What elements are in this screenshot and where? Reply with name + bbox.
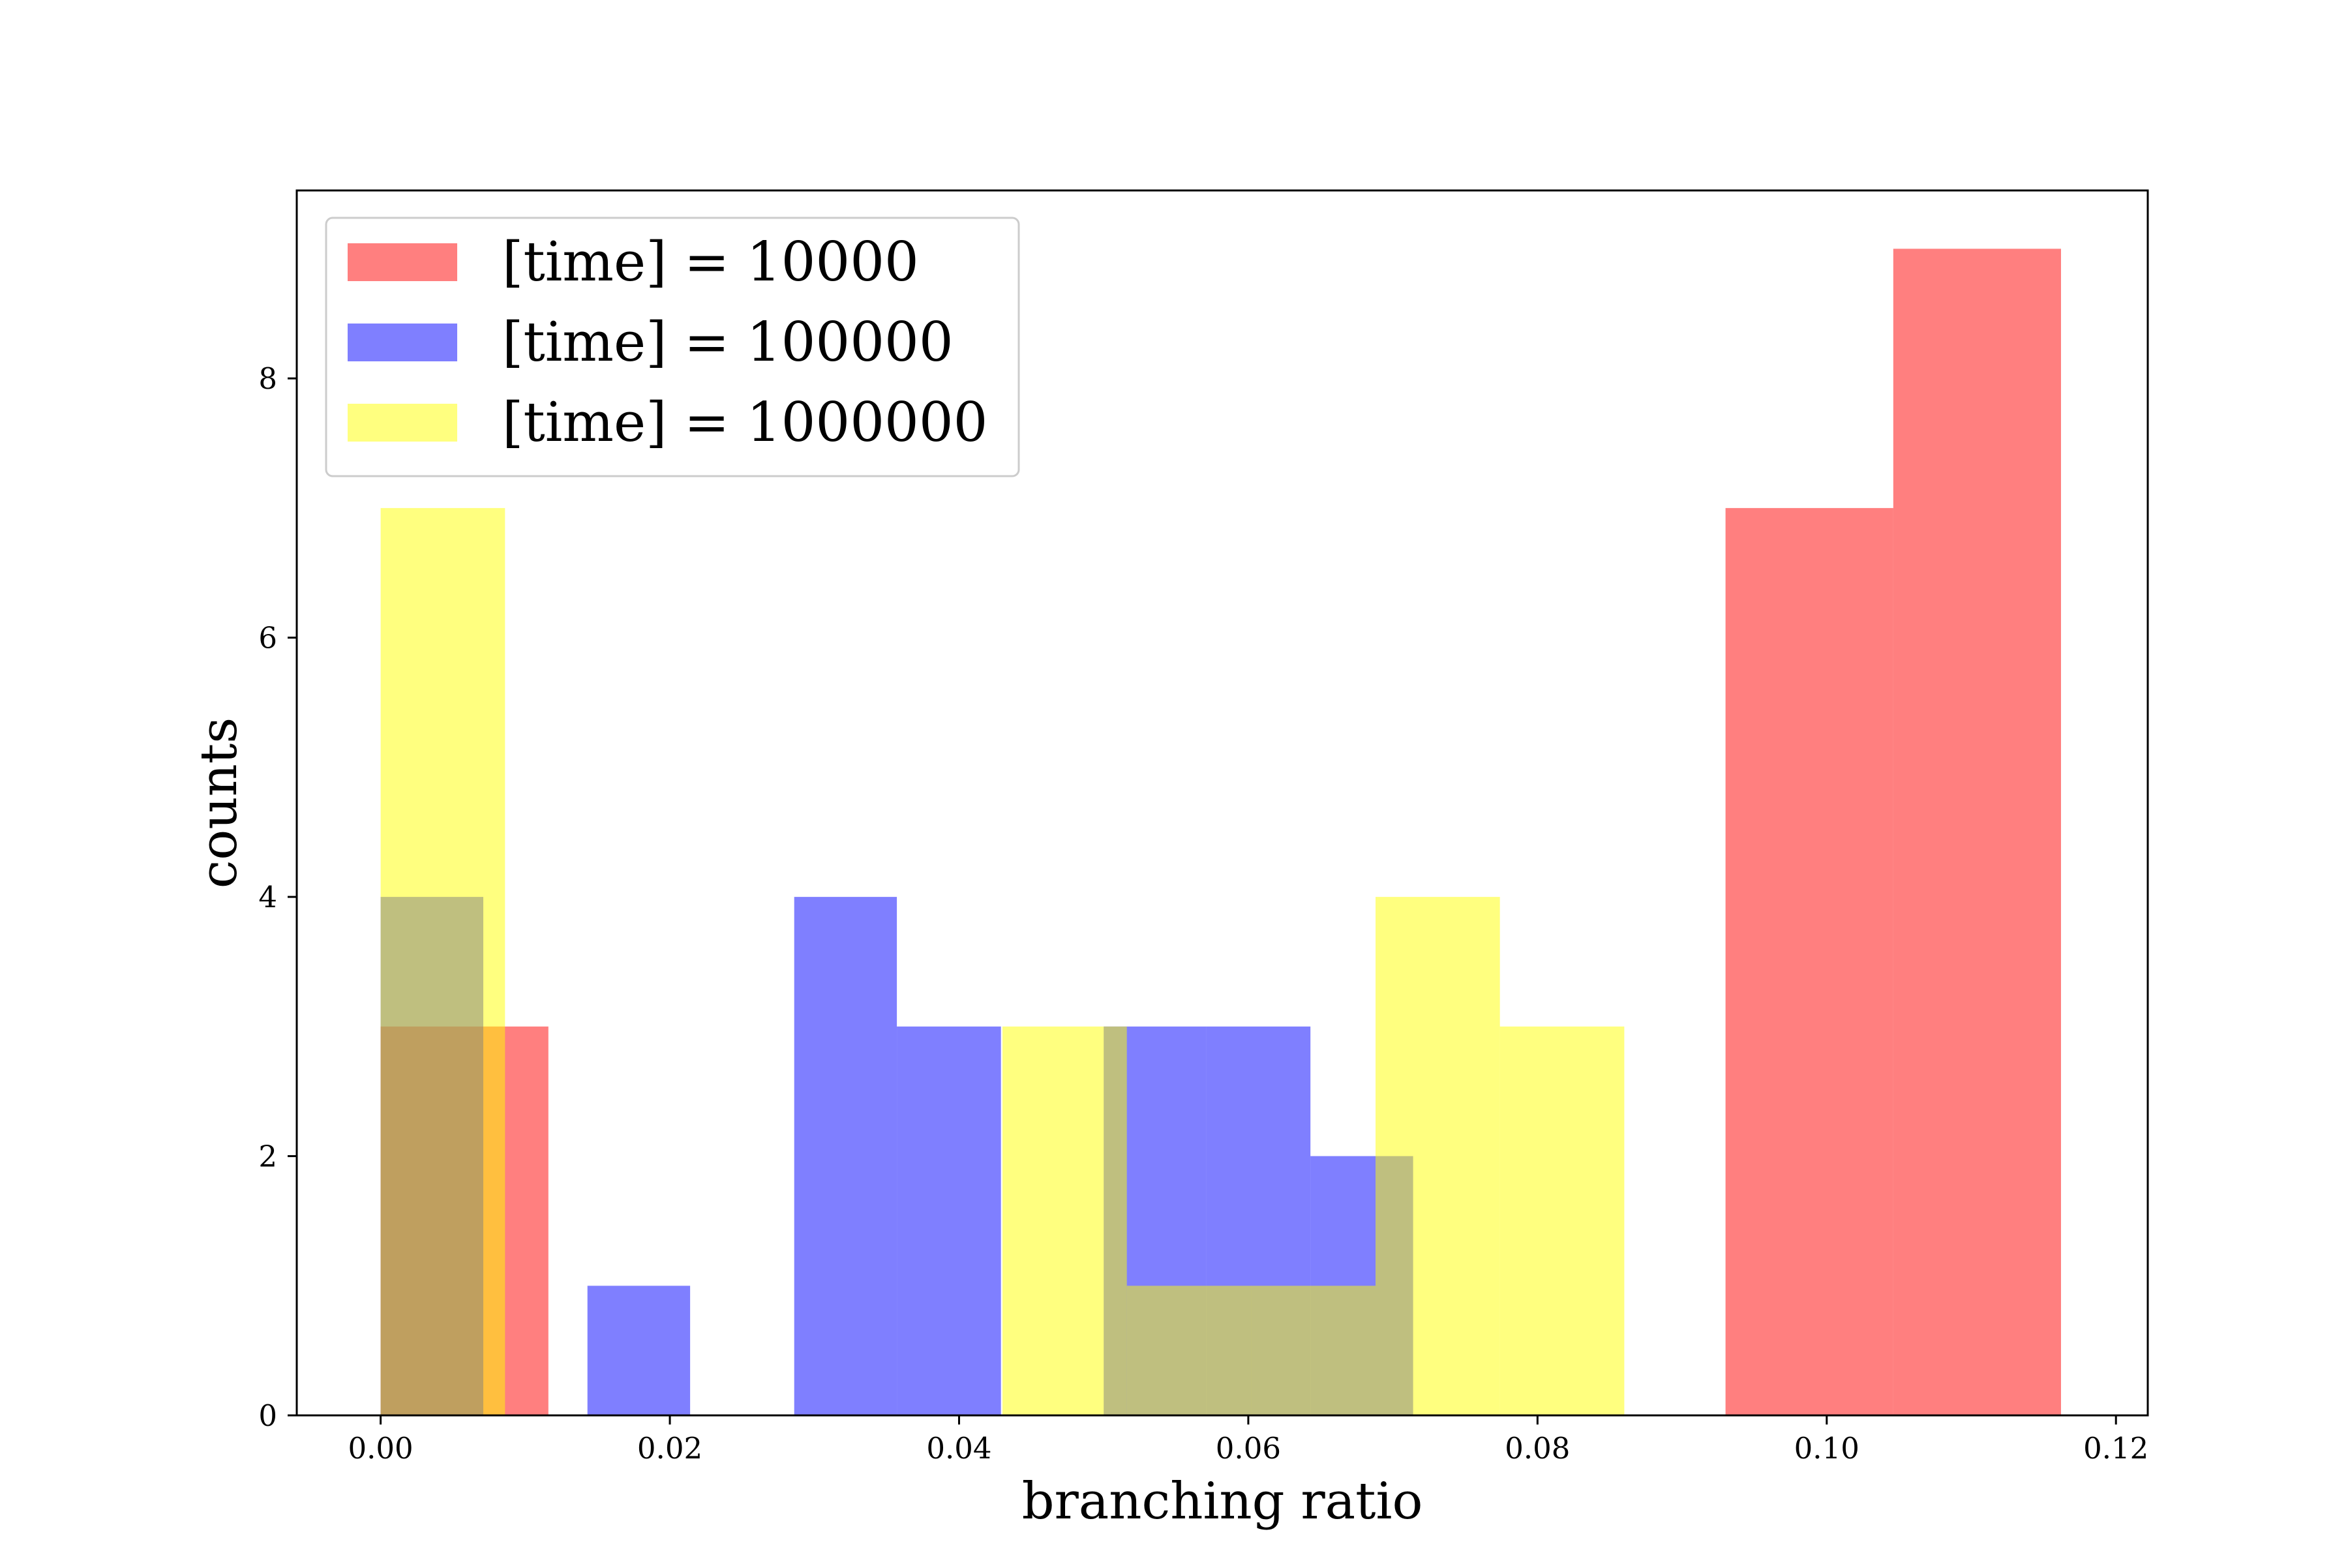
x-axis-label: branching ratio [1022,1472,1423,1531]
y-tick-label: 2 [258,1139,277,1174]
y-tick-label: 6 [258,621,277,656]
plot-frame [295,189,2149,1417]
x-tick-label: 0.10 [1794,1431,1859,1466]
x-tick-label: 0.00 [348,1431,413,1466]
histogram-bar [1893,249,2061,1415]
histogram-bar [1251,1286,1376,1415]
histogram-bar [587,1286,691,1415]
y-axis-label: counts [190,717,248,889]
histogram-bar [794,897,897,1415]
histogram-bar [380,507,505,1415]
histogram-bar [1126,1286,1252,1415]
x-tick-label: 0.08 [1505,1431,1570,1466]
y-tick-label: 0 [258,1398,277,1433]
legend-frame [325,217,1020,477]
x-tick-label: 0.12 [2083,1431,2148,1466]
x-tick-label: 0.06 [1216,1431,1281,1466]
x-tick-label: 0.04 [926,1431,991,1466]
histogram-bar [1376,897,1500,1415]
x-tick-label: 0.02 [637,1431,702,1466]
bars-layer [380,249,2061,1415]
y-axis-ticks: 0 2 4 6 8 [258,361,297,1433]
y-tick-label: 8 [258,361,277,396]
histogram-bar [1725,507,1893,1415]
histogram-bar [897,1026,1001,1415]
histogram-bar [1002,1026,1127,1415]
legend-label: [time] = 10000 [502,230,919,294]
legend-swatch [348,324,457,361]
y-tick-label: 4 [258,880,277,914]
legend-items: [time] = 10000 [time] = 100000 [time] = 10… [348,230,987,454]
legend-swatch [348,243,457,281]
legend-swatch [348,404,457,442]
legend-label: [time] = 1000000 [502,391,987,454]
legend-label: [time] = 100000 [502,310,954,374]
x-axis-ticks: 0.00 0.02 0.04 0.06 0.08 0.10 0.12 [348,1415,2148,1466]
legend: [time] = 10000 [time] = 100000 [time] = 10… [325,217,1020,477]
histogram-bar [1499,1026,1625,1415]
